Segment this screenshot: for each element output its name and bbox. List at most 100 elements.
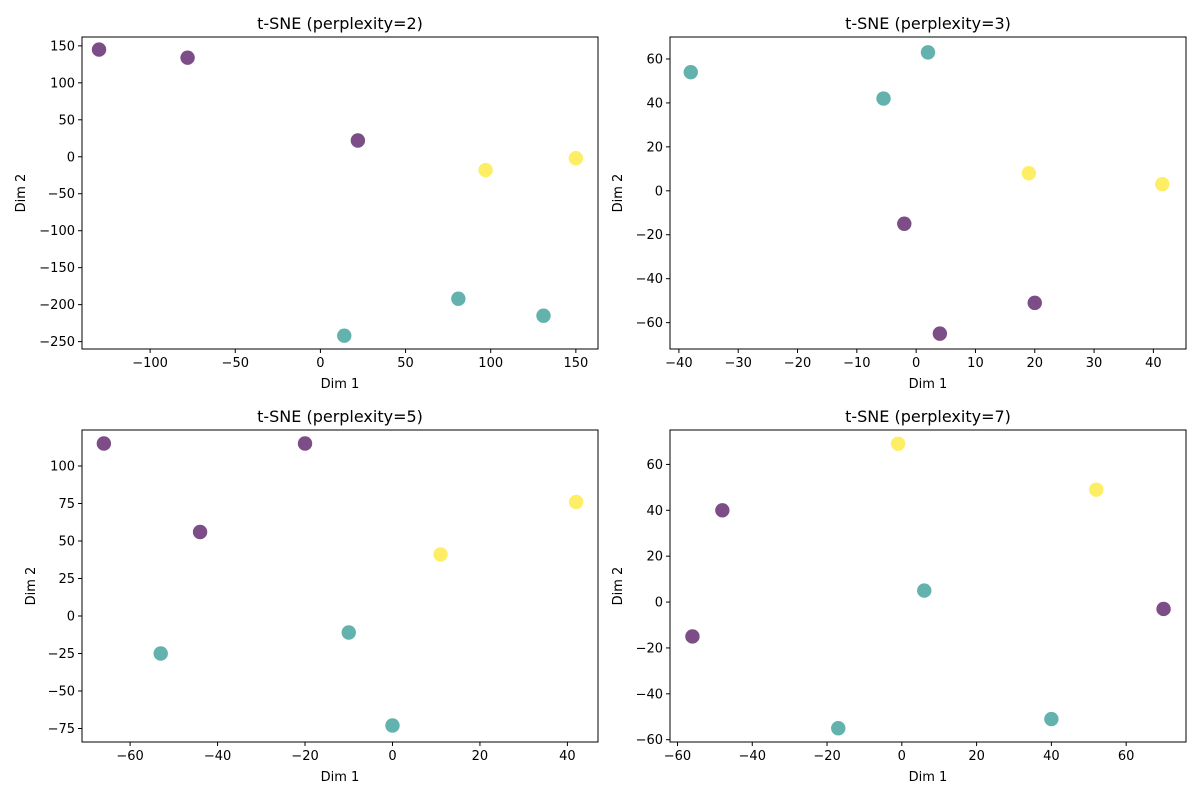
scatter-point-teal: [337, 328, 352, 343]
scatter-point-teal: [876, 91, 891, 106]
scatter-point-yellow: [1155, 177, 1170, 192]
scatter-point-teal: [831, 721, 846, 736]
y-tick-label: −60: [636, 316, 663, 331]
x-tick-label: 0: [388, 749, 396, 764]
x-tick-label: 10: [967, 356, 984, 371]
y-tick-label: 100: [50, 76, 75, 91]
y-tick-label: −50: [48, 187, 75, 202]
y-tick-label: 50: [58, 113, 75, 128]
scatter-point-teal: [920, 45, 936, 60]
y-tick-label: 40: [646, 504, 663, 519]
y-tick-label: 75: [58, 497, 75, 512]
x-tick-label: 60: [1118, 749, 1135, 764]
scatter-point-teal: [451, 291, 466, 306]
scatter-point-yellow: [478, 162, 493, 178]
y-tick-label: −40: [636, 687, 663, 702]
x-tick-label: 150: [563, 356, 588, 371]
scatter-point-purple: [932, 326, 948, 341]
y-tick-label: 60: [646, 458, 663, 473]
y-tick-label: 150: [50, 39, 75, 54]
scatter-point-purple: [350, 133, 366, 148]
x-axis-label: Dim 1: [909, 377, 948, 392]
x-tick-label: −100: [132, 356, 168, 371]
x-tick-label: 40: [559, 749, 576, 764]
x-tick-label: −20: [813, 749, 840, 764]
y-tick-label: −50: [48, 685, 75, 700]
y-tick-label: −20: [636, 641, 663, 656]
scatter-points: [683, 45, 1170, 341]
chart-panel-3: t-SNE (perplexity=5) −60 −40 −20 0 20 40 −75 −50…: [24, 407, 599, 785]
x-tick-label: −40: [204, 749, 231, 764]
y-tick-label: −75: [48, 722, 75, 737]
scatter-points: [91, 42, 584, 343]
x-tick-label: 40: [1043, 749, 1060, 764]
x-axis-label: Dim 1: [321, 377, 360, 392]
axes-frame: [81, 429, 599, 743]
axes-frame: [669, 429, 1187, 743]
scatter-point-yellow: [1021, 166, 1037, 181]
y-tick-label: 25: [58, 572, 75, 587]
y-tick-label: −25: [48, 647, 75, 662]
scatter-point-yellow: [568, 494, 584, 510]
x-tick-label: 0: [316, 356, 324, 371]
axes-frame: [669, 36, 1187, 350]
y-tick-label: −40: [636, 272, 663, 287]
y-tick-label: −60: [636, 733, 663, 748]
scatter-point-purple: [96, 436, 112, 451]
x-tick-label: 20: [968, 749, 985, 764]
scatter-point-yellow: [890, 436, 906, 451]
y-tick-label: −200: [39, 298, 75, 313]
x-tick-label: −60: [664, 749, 691, 764]
scatter-point-purple: [180, 50, 195, 65]
chart-panel-4: t-SNE (perplexity=7) −60 −40 −20 0 20 40 60 −60 −…: [611, 407, 1187, 785]
x-tick-label: −40: [665, 356, 692, 371]
x-axis-label: Dim 1: [321, 770, 360, 785]
x-tick-label: 100: [478, 356, 503, 371]
x-tick-label: −30: [724, 356, 751, 371]
y-tick-label: 60: [646, 52, 663, 67]
scatter-points: [96, 436, 584, 733]
chart-title: t-SNE (perplexity=5): [257, 407, 423, 426]
scatter-point-purple: [192, 524, 208, 540]
x-tick-label: −10: [843, 356, 870, 371]
x-tick-label: −20: [291, 749, 318, 764]
scatter-point-yellow: [1089, 482, 1104, 497]
scatter-point-purple: [715, 503, 730, 518]
scatter-point-purple: [297, 436, 313, 451]
y-tick-label: −250: [39, 335, 75, 350]
x-tick-label: 20: [1026, 356, 1043, 371]
y-axis-label: Dim 2: [611, 174, 626, 213]
chart-panel-1: t-SNE (perplexity=2) −100 −50 0 50 100 150 −250…: [14, 14, 599, 392]
scatter-point-purple: [91, 42, 107, 57]
x-axis-label: Dim 1: [909, 770, 948, 785]
chart-title: t-SNE (perplexity=2): [257, 14, 423, 33]
x-tick-label: 0: [912, 356, 920, 371]
scatter-point-yellow: [433, 547, 448, 562]
chart-title: t-SNE (perplexity=7): [845, 407, 1011, 426]
x-tick-label: 30: [1086, 356, 1103, 371]
chart-panel-2: t-SNE (perplexity=3) −40 −30 −20 −10 0 10 20 30 4…: [611, 14, 1187, 392]
scatter-point-teal: [536, 308, 551, 323]
scatter-points: [685, 436, 1171, 736]
y-axis-label: Dim 2: [14, 174, 29, 213]
chart-title: t-SNE (perplexity=3): [845, 14, 1011, 33]
y-tick-label: 0: [655, 184, 663, 199]
scatter-point-teal: [153, 646, 168, 661]
scatter-point-purple: [1156, 601, 1171, 617]
x-tick-label: −50: [222, 356, 249, 371]
y-tick-label: 0: [655, 596, 663, 611]
x-tick-label: 40: [1145, 356, 1162, 371]
scatter-point-teal: [385, 718, 400, 733]
x-tick-label: −60: [116, 749, 143, 764]
scatter-point-purple: [685, 629, 700, 644]
x-tick-label: 50: [397, 356, 414, 371]
x-tick-label: 20: [472, 749, 489, 764]
y-tick-label: 20: [646, 550, 663, 565]
scatter-point-teal: [917, 583, 932, 598]
axes-frame: [81, 36, 599, 350]
y-tick-label: 50: [58, 535, 75, 550]
y-tick-label: 100: [50, 460, 75, 475]
scatter-point-teal: [1044, 711, 1059, 727]
x-tick-label: −20: [784, 356, 811, 371]
